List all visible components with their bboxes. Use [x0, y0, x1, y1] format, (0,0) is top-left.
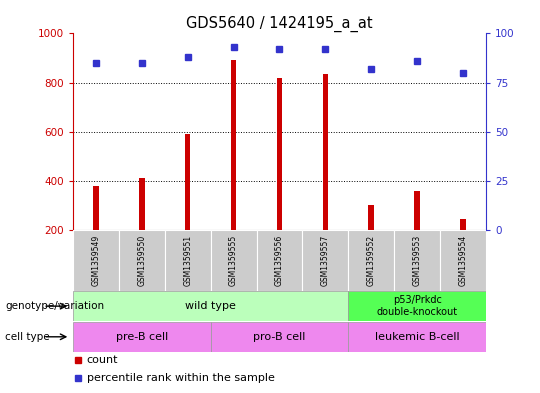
Text: GSM1359553: GSM1359553 [413, 235, 422, 286]
Text: GSM1359556: GSM1359556 [275, 235, 284, 286]
Bar [394, 230, 440, 291]
Text: GSM1359552: GSM1359552 [367, 235, 376, 286]
Text: genotype/variation: genotype/variation [5, 301, 105, 311]
Bar [348, 292, 486, 321]
Text: GSM1359554: GSM1359554 [458, 235, 468, 286]
Bar [73, 292, 348, 321]
Bar [185, 134, 191, 230]
Bar [322, 74, 328, 230]
Bar [256, 230, 302, 291]
Bar [73, 230, 119, 291]
Text: GSM1359549: GSM1359549 [91, 235, 100, 286]
Bar [93, 185, 99, 230]
Text: GSM1359551: GSM1359551 [183, 235, 192, 286]
Bar [165, 230, 211, 291]
Text: wild type: wild type [185, 301, 236, 311]
Bar [460, 219, 466, 230]
Bar [211, 230, 256, 291]
Bar [440, 230, 486, 291]
Bar [139, 178, 145, 230]
Text: p53/Prkdc
double-knockout: p53/Prkdc double-knockout [376, 296, 458, 317]
Bar [276, 77, 282, 230]
Text: count: count [87, 354, 118, 365]
Bar [348, 322, 486, 351]
Bar [302, 230, 348, 291]
Bar [73, 322, 211, 351]
Bar [414, 191, 420, 230]
Bar [211, 322, 348, 351]
Text: cell type: cell type [5, 332, 50, 342]
Bar [119, 230, 165, 291]
Text: pro-B cell: pro-B cell [253, 332, 306, 342]
Text: pre-B cell: pre-B cell [116, 332, 168, 342]
Text: leukemic B-cell: leukemic B-cell [375, 332, 460, 342]
Text: GSM1359555: GSM1359555 [229, 235, 238, 286]
Text: GSM1359557: GSM1359557 [321, 235, 330, 286]
Bar [348, 230, 394, 291]
Text: percentile rank within the sample: percentile rank within the sample [87, 373, 275, 383]
Text: GSM1359550: GSM1359550 [137, 235, 146, 286]
Bar [368, 205, 374, 230]
Title: GDS5640 / 1424195_a_at: GDS5640 / 1424195_a_at [186, 16, 373, 32]
Bar [231, 61, 237, 230]
